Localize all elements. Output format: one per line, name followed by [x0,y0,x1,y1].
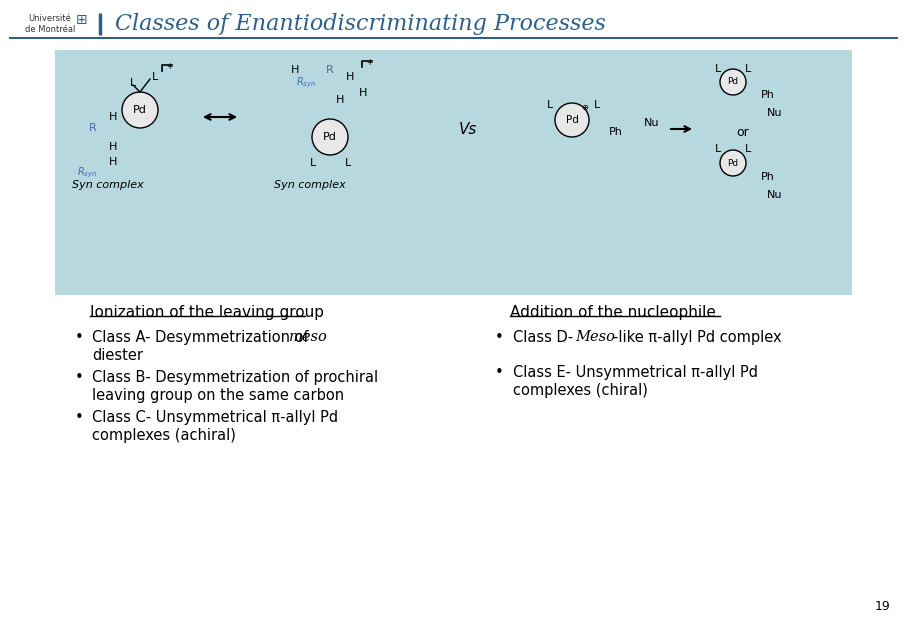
Text: •: • [495,365,503,380]
Text: •: • [75,410,83,425]
FancyBboxPatch shape [55,50,852,295]
Text: R: R [327,65,334,75]
Text: H: H [109,112,117,122]
Text: H: H [336,95,344,105]
Text: $^+$: $^+$ [165,62,175,72]
Text: Pd: Pd [133,105,147,115]
Text: Nu: Nu [767,108,783,118]
Text: Ph: Ph [610,127,623,137]
Text: Class E- Unsymmetrical π-allyl Pd: Class E- Unsymmetrical π-allyl Pd [513,365,758,380]
Text: complexes (achiral): complexes (achiral) [92,428,236,443]
Text: Nu: Nu [767,190,783,200]
Text: H: H [109,157,117,167]
Circle shape [312,119,348,155]
Text: Syn complex: Syn complex [274,180,346,190]
Text: complexes (chiral): complexes (chiral) [513,383,648,398]
Text: L: L [715,144,721,154]
Text: L: L [151,72,158,82]
Text: H: H [346,72,355,82]
Text: leaving group on the same carbon: leaving group on the same carbon [92,388,344,403]
Text: L: L [310,158,317,168]
Text: R: R [89,123,97,133]
Text: H: H [109,142,117,152]
Text: L: L [130,78,136,88]
Text: L: L [547,100,553,110]
Text: •: • [495,330,503,345]
Text: L: L [594,100,600,110]
Text: L: L [745,144,751,154]
Text: Ph: Ph [761,172,775,182]
Text: 19: 19 [874,600,890,613]
Text: $^+$: $^+$ [366,58,375,68]
Text: Class C- Unsymmetrical π-allyl Pd: Class C- Unsymmetrical π-allyl Pd [92,410,338,425]
Text: Syn complex: Syn complex [73,180,144,190]
Text: $R_{syn}$: $R_{syn}$ [77,166,97,180]
Text: Addition of the nucleophile: Addition of the nucleophile [510,305,716,320]
Text: Université
de Montréal: Université de Montréal [24,14,75,34]
Circle shape [720,69,746,95]
Text: Meso: Meso [575,330,615,344]
Text: Vs: Vs [459,122,477,138]
Text: •: • [75,330,83,345]
Text: H: H [291,65,299,75]
Circle shape [720,150,746,176]
Text: Class B- Desymmetrization of prochiral: Class B- Desymmetrization of prochiral [92,370,378,385]
Text: ⊞: ⊞ [76,13,88,27]
Text: H: H [359,88,367,98]
Circle shape [555,103,589,137]
Text: Pd: Pd [323,132,336,142]
Text: L: L [715,64,721,74]
Text: Ph: Ph [761,90,775,100]
Text: L: L [345,158,351,168]
Text: Nu: Nu [644,118,659,128]
Text: L: L [745,64,751,74]
Text: $\oplus$: $\oplus$ [580,104,590,112]
Text: Pd: Pd [727,159,738,168]
Text: •: • [75,370,83,385]
Text: meso: meso [289,330,327,344]
Text: Pd: Pd [566,115,579,125]
Text: Pd: Pd [727,78,738,86]
Text: $R_{syn}$: $R_{syn}$ [296,76,317,90]
Text: -like π-allyl Pd complex: -like π-allyl Pd complex [613,330,782,345]
Text: diester: diester [92,348,143,363]
Text: Class A- Desymmetrization of: Class A- Desymmetrization of [92,330,313,345]
Text: Ionization of the leaving group: Ionization of the leaving group [90,305,324,320]
Text: or: or [736,126,749,139]
Text: Classes of Enantiodiscriminating Processes: Classes of Enantiodiscriminating Process… [115,13,606,35]
Text: Class D-: Class D- [513,330,578,345]
Circle shape [122,92,158,128]
